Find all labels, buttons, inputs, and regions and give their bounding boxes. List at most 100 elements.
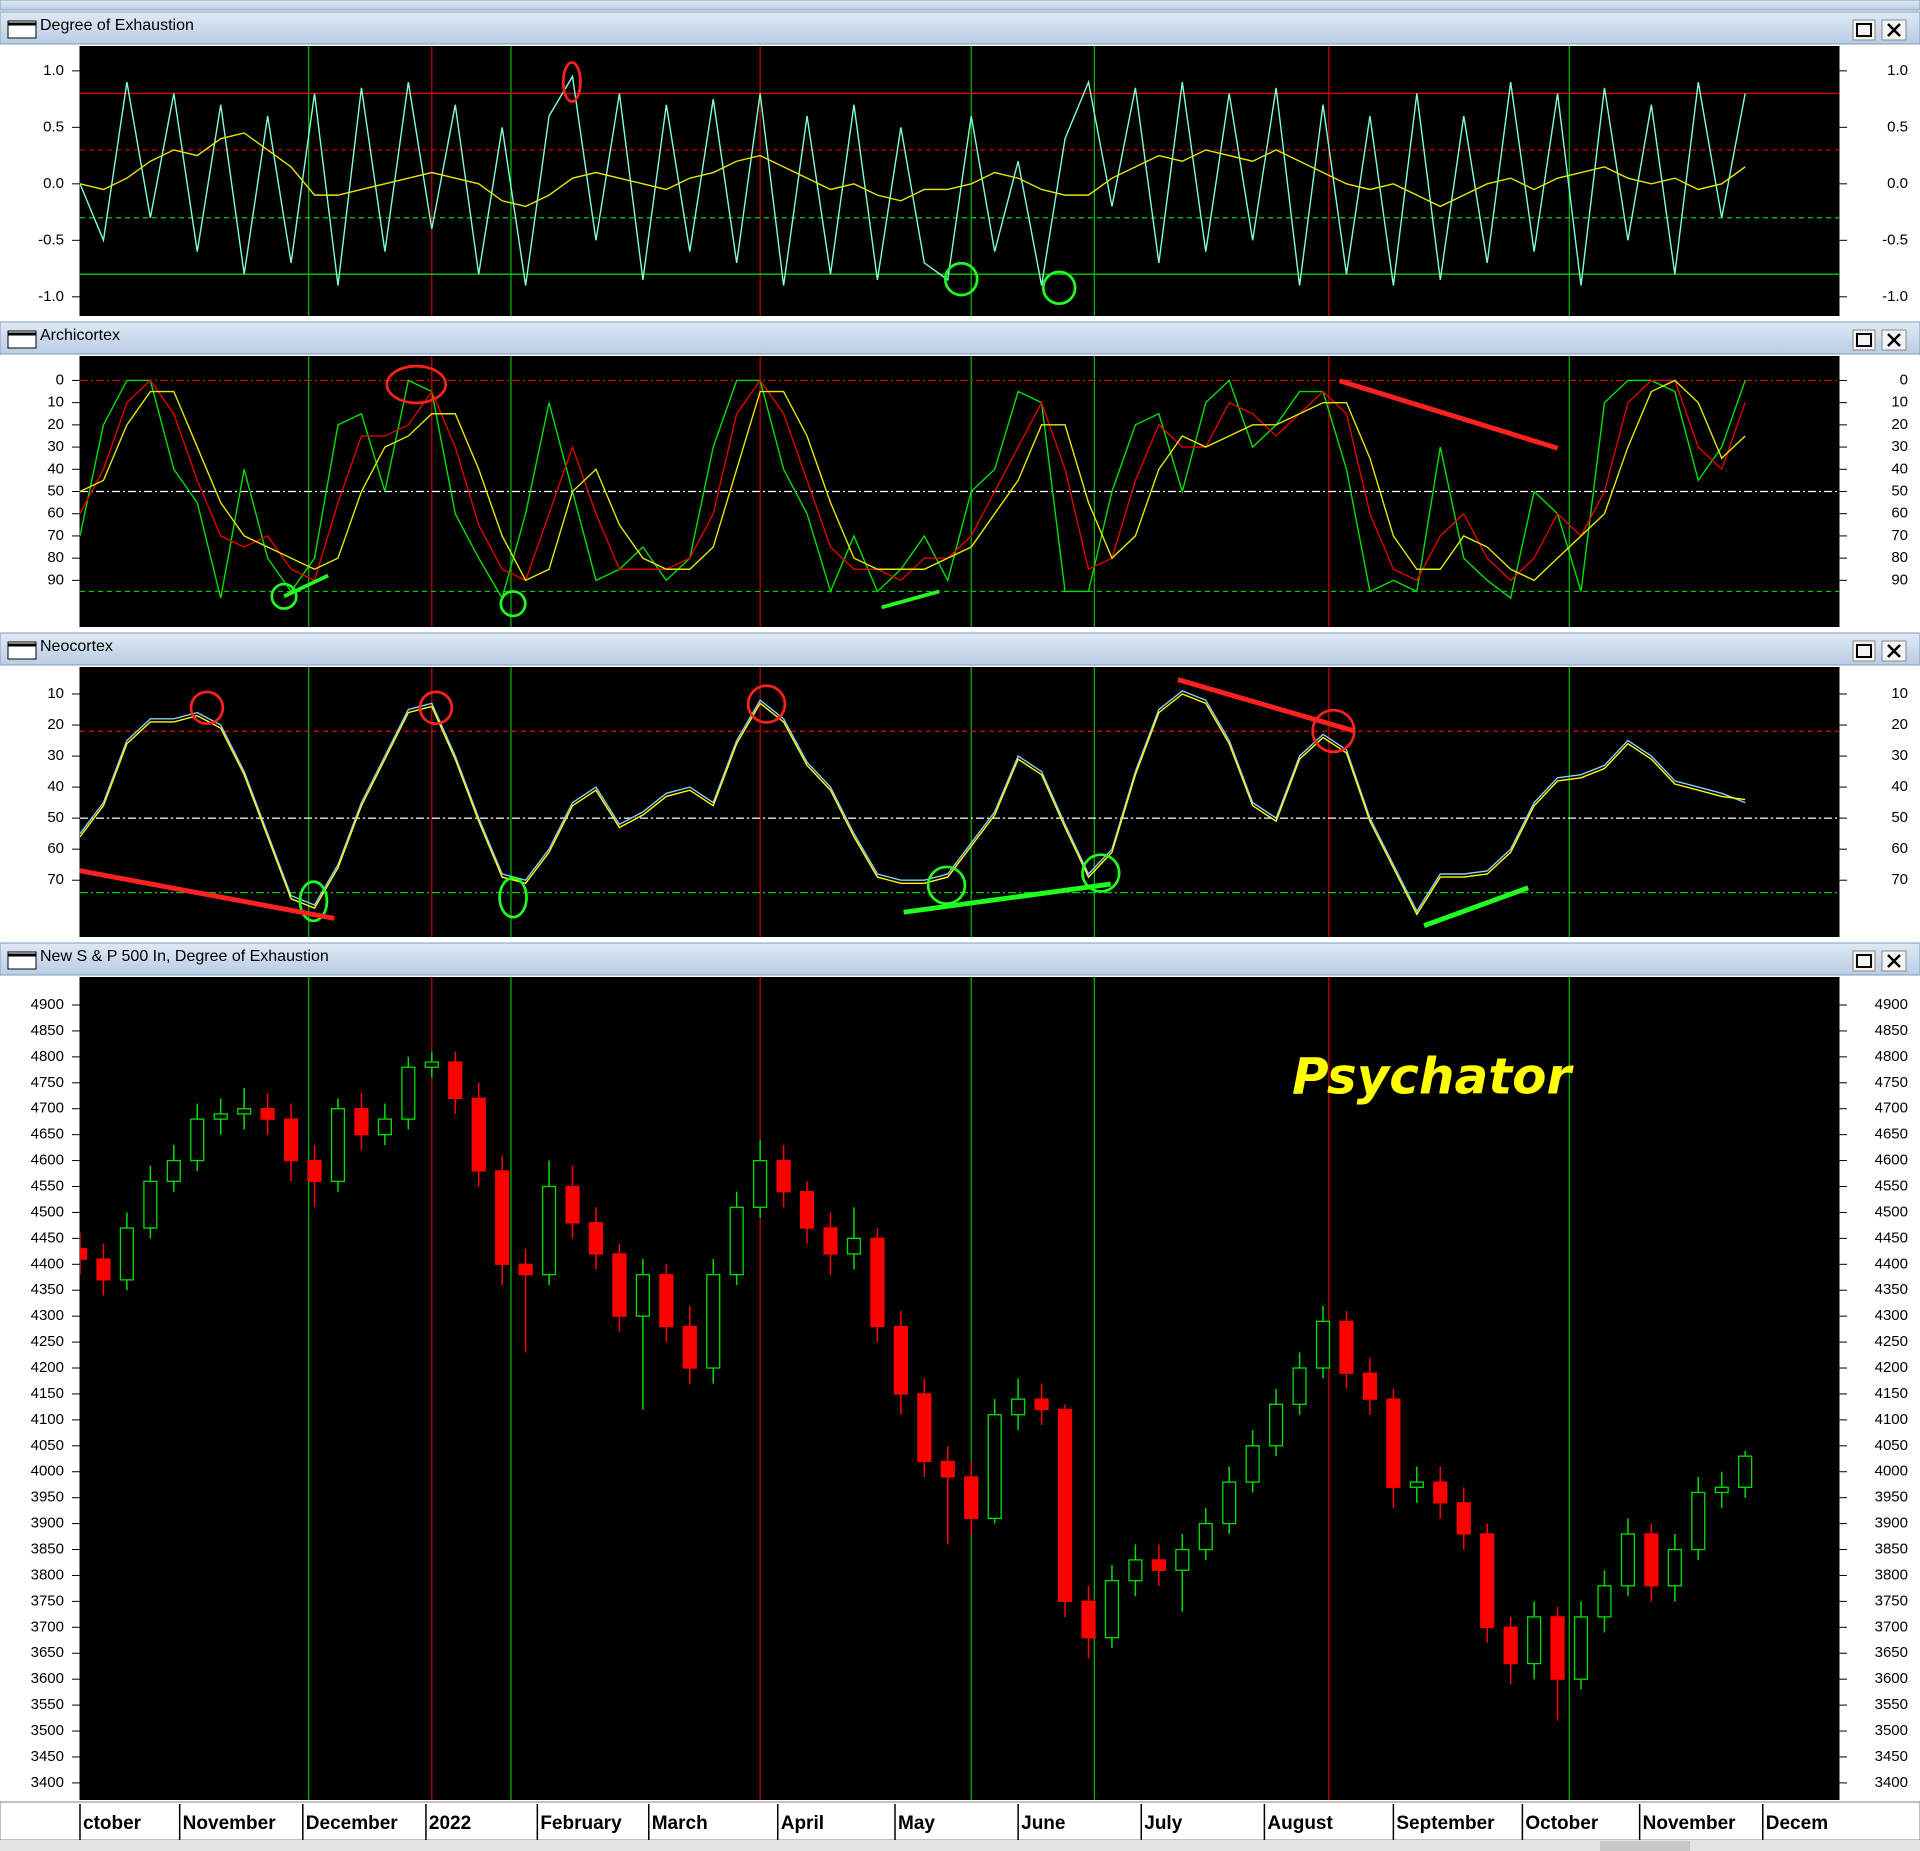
panel: Degree of Exhaustion -1.0 -1.0 -0.5 -0.5 0.0 0… <box>0 11 1920 316</box>
y-tick-label: 20 <box>1891 716 1908 733</box>
candle-body <box>1433 1481 1448 1504</box>
candle-body <box>541 1185 557 1276</box>
y-tick-label: 40 <box>1891 460 1908 477</box>
y-tick-label: 4600 <box>31 1152 64 1169</box>
y-tick-label: 40 <box>47 778 64 795</box>
y-tick-label: 10 <box>47 685 64 702</box>
y-tick-label: 20 <box>47 716 64 733</box>
candle-body <box>143 1180 158 1229</box>
y-tick-label: 4250 <box>1875 1333 1908 1350</box>
y-tick-label: 4500 <box>1875 1203 1908 1220</box>
candle-body <box>1714 1486 1729 1494</box>
panels: Degree of Exhaustion -1.0 -1.0 -0.5 -0.5 0.0 0… <box>0 11 1920 1800</box>
panel-title: Neocortex <box>40 638 113 655</box>
candle-body <box>495 1170 510 1265</box>
panel: New S & P 500 In, Degree of Exhaustion 34… <box>0 942 1920 1800</box>
plot-area <box>80 667 1839 937</box>
close-icon[interactable] <box>1887 23 1901 37</box>
x-tick-label: May <box>898 1813 935 1834</box>
maximize-icon[interactable] <box>1856 954 1872 968</box>
close-icon[interactable] <box>1887 644 1901 658</box>
y-tick-label: 1.0 <box>1887 62 1908 79</box>
scrollbar-thumb[interactable] <box>1600 1841 1690 1851</box>
x-axis-row <box>0 1801 1920 1841</box>
maximize-icon[interactable] <box>1856 333 1872 347</box>
plot-content <box>80 667 1839 937</box>
annotation-circle <box>561 61 582 103</box>
y-tick-label: -0.5 <box>1882 231 1908 248</box>
trend-line <box>1338 378 1559 451</box>
y-tick-label: 4850 <box>1875 1022 1908 1039</box>
candle-body <box>1503 1626 1518 1665</box>
scrollbar[interactable] <box>0 1840 1920 1851</box>
candle-body <box>1151 1559 1166 1571</box>
y-tick-label: 40 <box>1891 778 1908 795</box>
y-tick-label: 4150 <box>31 1385 64 1402</box>
y-tick-label: 90 <box>1891 571 1908 588</box>
y-tick-label: 3900 <box>31 1515 64 1532</box>
candle-body <box>1738 1455 1753 1488</box>
candle-body <box>1597 1585 1612 1618</box>
candle-body <box>471 1097 486 1172</box>
y-tick-label: 80 <box>1891 549 1908 566</box>
y-tick-label: 4800 <box>1875 1048 1908 1065</box>
annotation-circle <box>298 880 329 923</box>
candle-body <box>682 1325 697 1369</box>
y-tick-label: 70 <box>1891 871 1908 888</box>
candle-body <box>1527 1616 1542 1665</box>
candle-body <box>846 1237 862 1255</box>
x-tick-label: 2022 <box>429 1813 471 1834</box>
annotations <box>79 61 1559 929</box>
annotation-circle <box>498 876 528 919</box>
x-tick-label: December <box>306 1813 398 1834</box>
y-tick-label: 50 <box>47 482 64 499</box>
y-tick-label: 3950 <box>1875 1489 1908 1506</box>
candle-body <box>1222 1481 1237 1525</box>
candle-body <box>424 1061 439 1068</box>
candle-body <box>659 1274 674 1328</box>
close-icon[interactable] <box>1887 954 1901 968</box>
panel-title-bar <box>0 942 1920 976</box>
y-tick-label: 3600 <box>1875 1670 1908 1687</box>
candle-body <box>354 1108 369 1136</box>
y-tick-label: 4550 <box>31 1177 64 1194</box>
y-tick-label: 0.0 <box>1887 175 1908 192</box>
series-line <box>80 379 1746 582</box>
candle-body <box>706 1274 721 1369</box>
panel-title: New S & P 500 In, Degree of Exhaustion <box>40 948 329 965</box>
candle-body <box>1245 1445 1260 1483</box>
panel-title: Archicortex <box>40 327 120 344</box>
y-tick-label: 3750 <box>31 1592 64 1609</box>
trend-line <box>881 589 940 610</box>
annotation-circle <box>943 261 979 297</box>
y-tick-label: 4400 <box>31 1255 64 1272</box>
candle-body <box>1550 1616 1565 1680</box>
y-tick-label: 4500 <box>31 1203 64 1220</box>
x-tick-label: March <box>652 1813 708 1834</box>
candle-body <box>190 1118 205 1162</box>
candle-body <box>1362 1372 1378 1400</box>
annotation-circle <box>1081 853 1121 893</box>
maximize-icon[interactable] <box>1856 23 1872 37</box>
close-icon[interactable] <box>1887 333 1901 347</box>
candle-body <box>260 1108 275 1120</box>
candle-body <box>1011 1398 1026 1416</box>
y-tick-label: 20 <box>47 416 64 433</box>
plot-content <box>80 977 1753 1800</box>
y-tick-label: 3450 <box>31 1748 64 1765</box>
candle-body <box>1057 1408 1073 1603</box>
y-tick-label: 4300 <box>1875 1307 1908 1324</box>
y-tick-label: -0.5 <box>38 231 64 248</box>
candle-body <box>729 1206 744 1276</box>
x-tick-label: November <box>183 1813 277 1834</box>
annotation-circle <box>926 865 967 906</box>
y-tick-label: 4450 <box>31 1229 64 1246</box>
candle-body <box>448 1061 463 1099</box>
y-tick-label: 60 <box>47 840 64 857</box>
y-tick-label: 30 <box>1891 438 1908 455</box>
maximize-icon[interactable] <box>1856 644 1872 658</box>
panel-title-bar <box>0 11 1920 45</box>
candle-body <box>1034 1398 1049 1411</box>
plot-area <box>80 977 1839 1800</box>
candle-body <box>377 1118 392 1136</box>
